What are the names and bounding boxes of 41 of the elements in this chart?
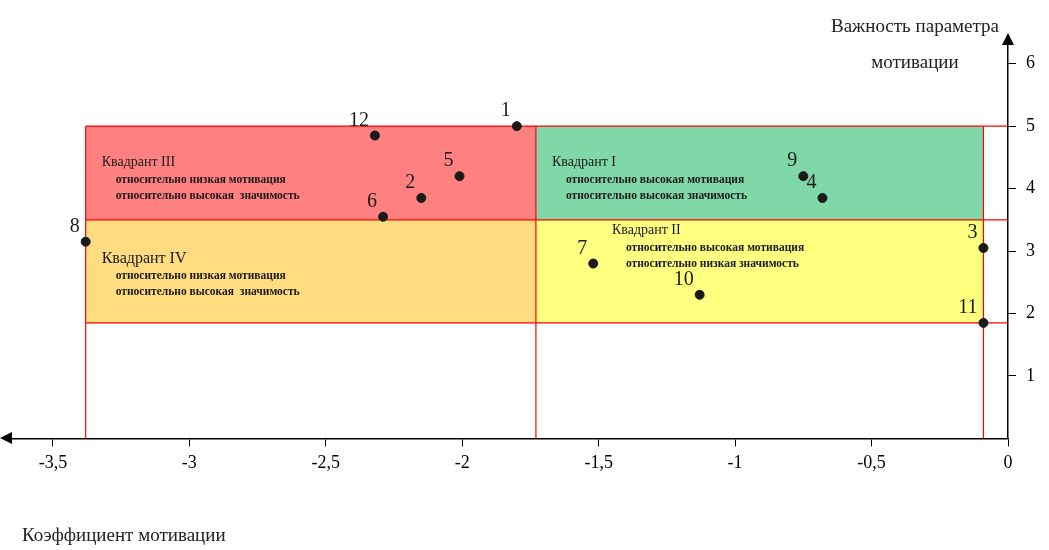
point <box>588 258 599 269</box>
point <box>978 242 989 253</box>
point <box>454 171 465 182</box>
y-tick-label: 6 <box>1026 52 1035 73</box>
x-tick-label: -1 <box>727 451 743 472</box>
point <box>694 289 705 300</box>
series-label: 12 <box>348 107 369 130</box>
x-tick-label: -2,5 <box>311 451 341 472</box>
annotation: Квадрант I относительно высокая мотивация относительно высокая значимость <box>551 153 748 204</box>
series-label: 4 <box>806 169 817 192</box>
x-tick-label: -3 <box>181 451 197 472</box>
x-axis-title: Коэффициент мотивации <box>22 524 226 546</box>
series-label: 7 <box>577 235 588 258</box>
point <box>978 317 989 328</box>
y-tick-label: 1 <box>1026 364 1035 385</box>
x-tick-label: -2 <box>454 451 470 472</box>
y-tick-label: 3 <box>1026 239 1035 260</box>
series-label: 3 <box>967 219 978 242</box>
x-tick-label: 0 <box>1003 451 1013 472</box>
x-tick-label: -1,5 <box>584 451 613 472</box>
point <box>817 192 828 203</box>
point <box>80 236 91 247</box>
point <box>378 211 389 222</box>
point <box>369 130 380 141</box>
series-label: 8 <box>69 213 80 236</box>
y-tick-label: 4 <box>1026 177 1035 198</box>
x-tick-label: -3,5 <box>38 451 68 472</box>
y-axis-title: Важность параметра мотивации <box>831 15 999 72</box>
series-label: 9 <box>787 148 798 171</box>
series-label: 11 <box>958 294 978 317</box>
y-tick-label: 5 <box>1026 114 1035 135</box>
series-label: 2 <box>405 169 416 192</box>
series-label: 6 <box>367 188 378 211</box>
series-label: 5 <box>443 148 454 171</box>
point <box>511 121 522 132</box>
y-tick-label: 2 <box>1026 302 1035 323</box>
point <box>416 192 427 203</box>
x-tick-label: -0,5 <box>857 451 886 472</box>
series-label: 1 <box>500 98 511 121</box>
annotation: Квадрант IV относительно низкая мотивация относительно высокая значимость <box>101 247 300 299</box>
annotation: Квадрант III относительно низкая мотивация относительно высокая значимость <box>101 153 300 204</box>
